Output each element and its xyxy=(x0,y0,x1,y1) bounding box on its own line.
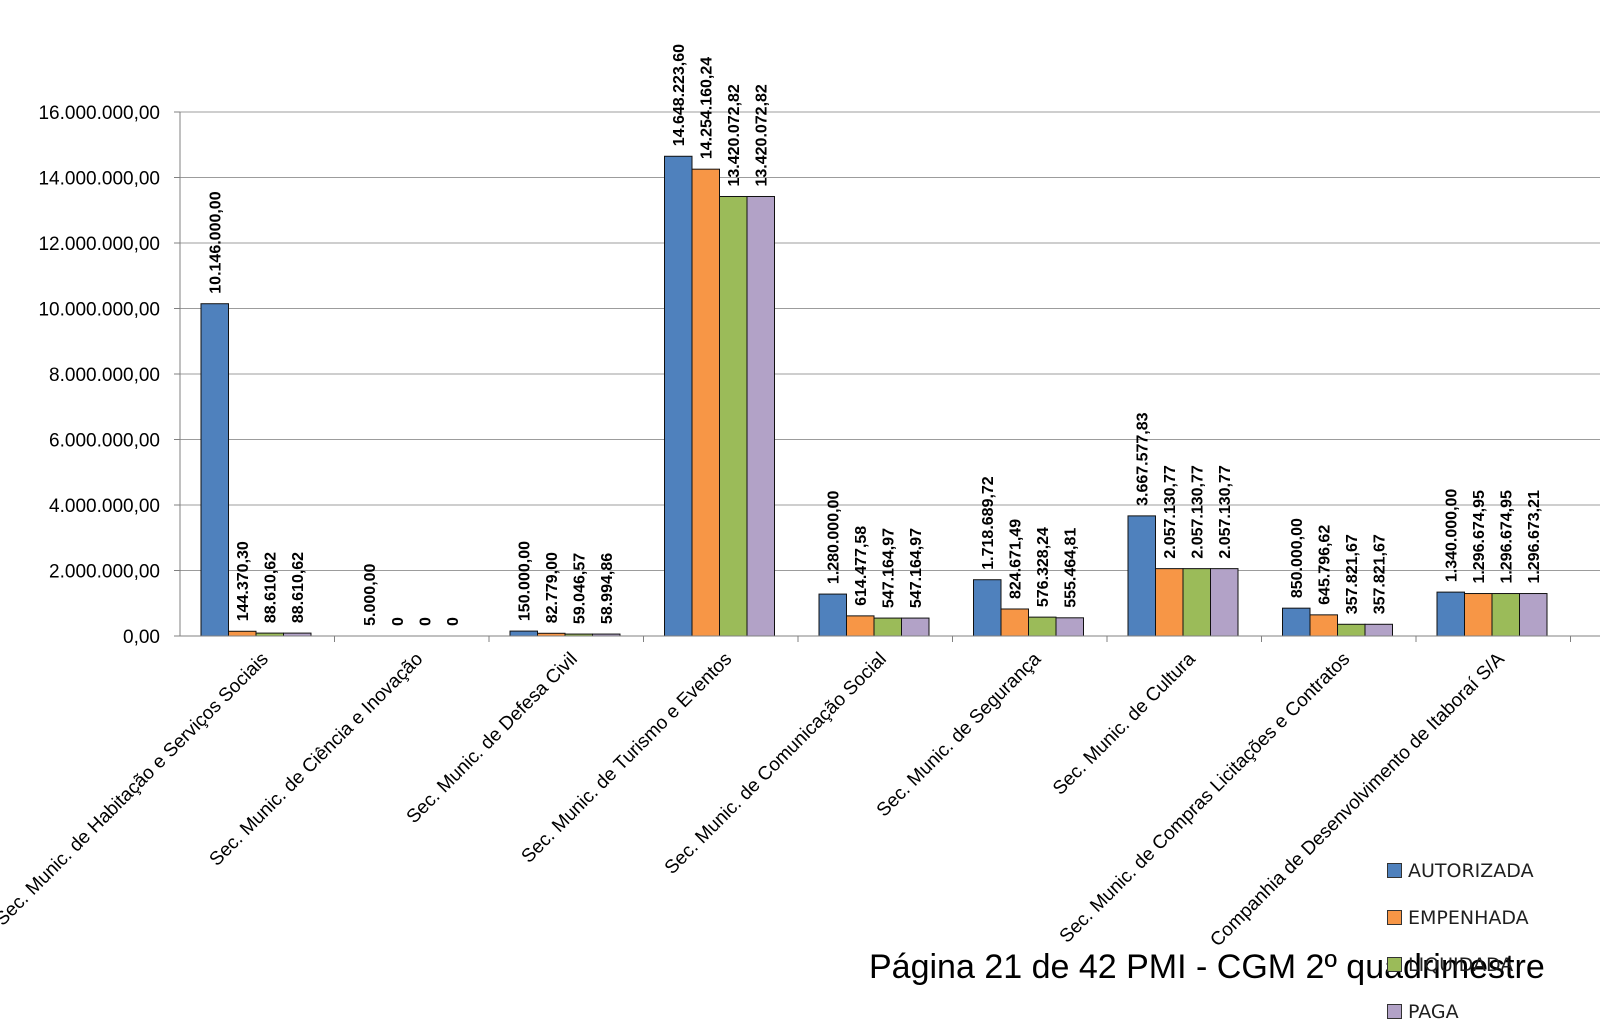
data-label: 547.164,97 xyxy=(881,528,898,608)
data-label: 13.420.072,82 xyxy=(726,84,743,186)
y-tick-label: 16.000.000,00 xyxy=(38,103,160,124)
bar-paga xyxy=(1055,617,1084,637)
bar-empenhada xyxy=(1000,608,1029,637)
data-label: 1.296.674,95 xyxy=(1499,490,1516,584)
y-tick-label: 2.000.000,00 xyxy=(49,562,160,583)
x-tick-label: Sec. Munic. de Defesa Civil xyxy=(403,649,582,828)
x-tick-label: Sec. Munic. de Compras Licitações e Cont… xyxy=(1056,649,1355,948)
data-label: 357.821,67 xyxy=(1344,534,1361,614)
x-tick-label: Sec. Munic. de Habitação e Serviços Soci… xyxy=(0,649,273,930)
y-tick-label: 6.000.000,00 xyxy=(49,431,160,452)
y-tick-label: 14.000.000,00 xyxy=(38,169,160,190)
page-footer: Página 21 de 42 PMI - CGM 2º quadrimestr… xyxy=(869,948,1545,986)
bar-empenhada xyxy=(1155,568,1184,637)
legend: AUTORIZADA EMPENHADA LIQUIDADA PAGA xyxy=(1387,847,1600,1036)
bar-empenhada xyxy=(1464,593,1493,637)
bar-paga xyxy=(901,617,930,637)
data-label: 1.718.689,72 xyxy=(980,476,997,570)
bar-autorizada xyxy=(200,303,229,637)
y-tick-label: 12.000.000,00 xyxy=(38,234,160,255)
legend-label-empenhada: EMPENHADA xyxy=(1408,906,1529,929)
bar-paga xyxy=(746,195,775,637)
data-label: 13.420.072,82 xyxy=(754,84,771,186)
x-tick-label: Sec. Munic. de Segurança xyxy=(873,648,1046,821)
legend-swatch-empenhada xyxy=(1387,910,1402,925)
y-tick-label: 8.000.000,00 xyxy=(49,365,160,386)
legend-swatch-paga xyxy=(1387,1004,1402,1019)
legend-label-autorizada: AUTORIZADA xyxy=(1408,859,1534,882)
y-tick-label: 4.000.000,00 xyxy=(49,496,160,517)
bar-autorizada xyxy=(1127,515,1156,637)
legend-swatch-liquidada xyxy=(1387,957,1402,972)
bar-liquidada xyxy=(1491,593,1520,637)
bar-paga xyxy=(1364,623,1393,637)
bar-autorizada xyxy=(664,155,693,637)
data-label: 357.821,67 xyxy=(1372,534,1389,614)
legend-label-paga: PAGA xyxy=(1408,1000,1459,1023)
data-label: 1.280.000,00 xyxy=(826,491,843,585)
data-label: 0 xyxy=(390,617,407,626)
data-label: 850.000,00 xyxy=(1289,518,1306,598)
data-label: 2.057.130,77 xyxy=(1162,465,1179,559)
data-label: 59.046,57 xyxy=(572,553,589,624)
data-label: 614.477,58 xyxy=(853,526,870,606)
bar-paga xyxy=(1519,593,1548,637)
bar-paga xyxy=(1210,568,1239,637)
data-label: 824.671,49 xyxy=(1008,519,1025,599)
bar-empenhada xyxy=(1309,614,1338,637)
bar-empenhada xyxy=(846,615,875,637)
data-label: 0 xyxy=(445,617,462,626)
bar-autorizada xyxy=(509,630,538,637)
data-labels: 10.146.000,00 144.370,30 88.610,62 88.610,6… xyxy=(208,44,1544,626)
data-label: 10.146.000,00 xyxy=(208,191,225,293)
bar-autorizada xyxy=(1436,591,1465,637)
bars xyxy=(200,155,1548,637)
bar-autorizada xyxy=(1282,607,1311,637)
legend-item-empenhada: EMPENHADA xyxy=(1387,894,1600,941)
data-label: 2.057.130,77 xyxy=(1190,465,1207,559)
data-label: 144.370,30 xyxy=(235,541,252,621)
bar-autorizada xyxy=(973,579,1002,637)
bar-liquidada xyxy=(873,617,902,637)
data-label: 3.667.577,83 xyxy=(1135,412,1152,506)
bar-empenhada xyxy=(228,630,257,637)
bar-liquidada xyxy=(1182,568,1211,637)
legend-item-paga: PAGA xyxy=(1387,988,1600,1035)
legend-item-liquidada: LIQUIDADA xyxy=(1387,941,1600,988)
legend-swatch-autorizada xyxy=(1387,863,1402,878)
y-axis: 0,00 2.000.000,00 4.000.000,00 6.000.000,00… xyxy=(38,103,181,648)
data-label: 82.779,00 xyxy=(544,552,561,623)
y-tick-label: 10.000.000,00 xyxy=(38,300,160,321)
gridlines xyxy=(180,111,1600,571)
data-label: 0 xyxy=(417,617,434,626)
data-label: 14.648.223,60 xyxy=(671,44,688,146)
data-label: 1.296.673,21 xyxy=(1526,490,1543,584)
data-label: 5.000,00 xyxy=(362,563,379,625)
data-label: 547.164,97 xyxy=(908,528,925,608)
x-axis: Sec. Munic. de Habitação e Serviços Soci… xyxy=(0,635,1600,951)
bar-empenhada xyxy=(691,168,720,637)
bar-liquidada xyxy=(1028,616,1057,637)
data-label: 150.000,00 xyxy=(517,541,534,621)
data-label: 14.254.160,24 xyxy=(699,57,716,159)
data-label: 576.328,24 xyxy=(1035,527,1052,607)
bar-autorizada xyxy=(818,593,847,637)
data-label: 645.796,62 xyxy=(1317,525,1334,605)
data-label: 88.610,62 xyxy=(263,552,280,623)
data-label: 555.464,81 xyxy=(1063,528,1080,608)
bar-liquidada xyxy=(1337,623,1366,637)
x-tick-label: Sec. Munic. de Cultura xyxy=(1049,648,1200,799)
legend-item-autorizada: AUTORIZADA xyxy=(1387,847,1600,894)
data-label: 1.340.000,00 xyxy=(1444,489,1461,583)
data-label: 88.610,62 xyxy=(290,552,307,623)
y-tick-label: 0,00 xyxy=(123,627,160,648)
data-label: 2.057.130,77 xyxy=(1217,465,1234,559)
bar-liquidada xyxy=(719,195,748,637)
data-label: 58.994,86 xyxy=(599,553,616,624)
data-label: 1.296.674,95 xyxy=(1471,490,1488,584)
legend-label-liquidada: LIQUIDADA xyxy=(1408,953,1514,976)
